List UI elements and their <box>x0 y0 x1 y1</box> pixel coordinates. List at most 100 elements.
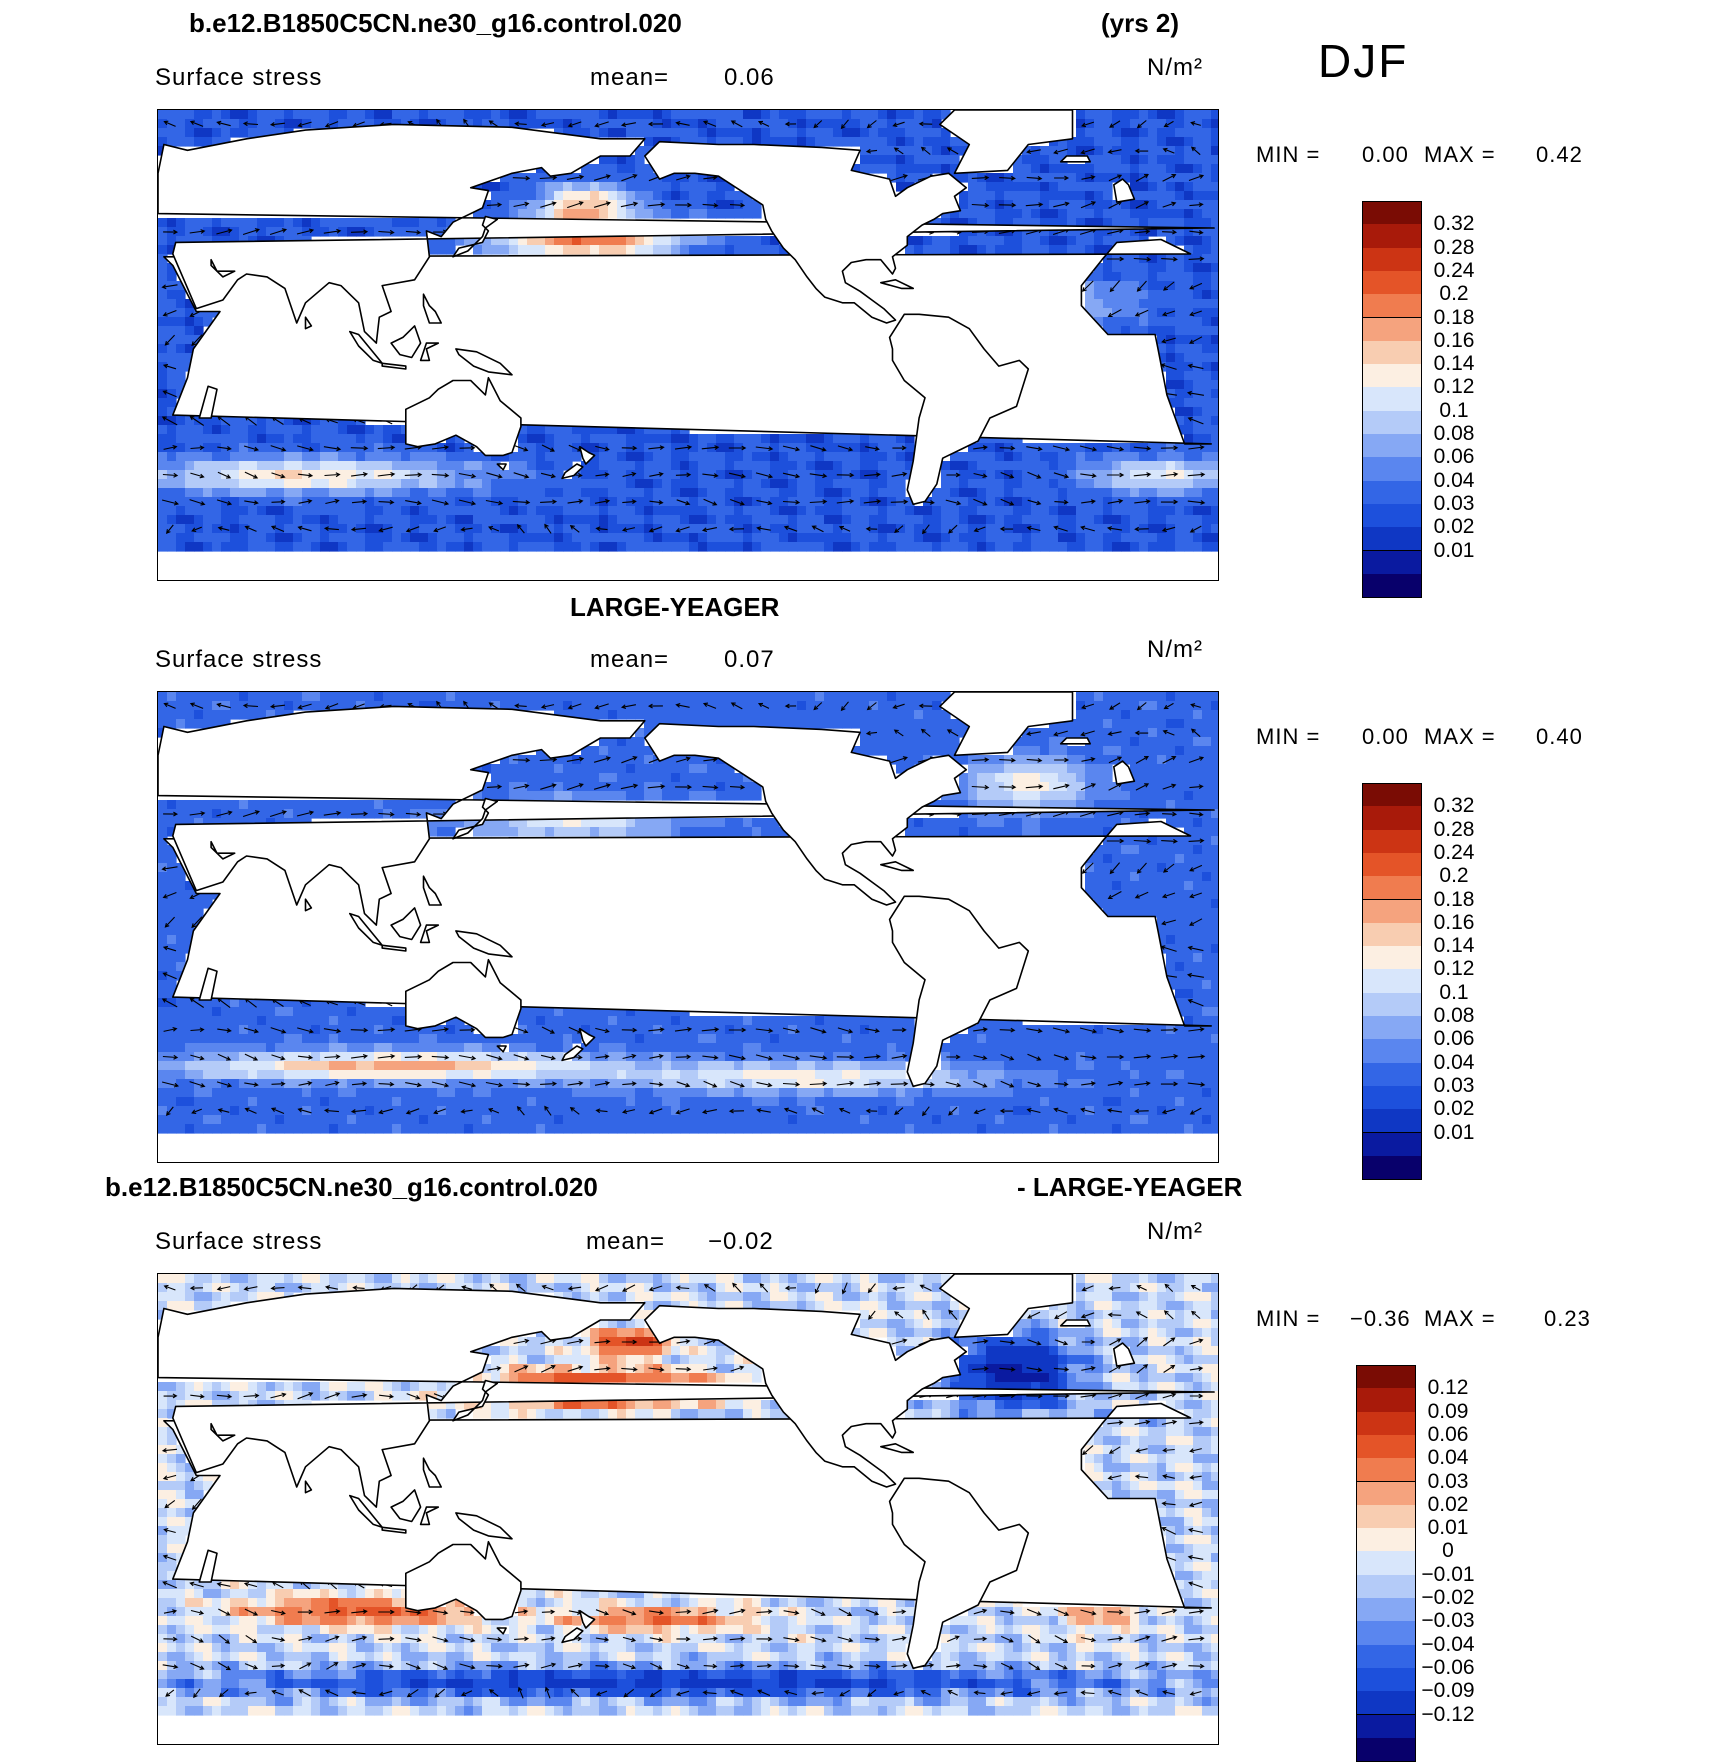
field-cell <box>1094 737 1104 747</box>
field-cell <box>995 452 1005 462</box>
field-cell <box>1157 872 1167 882</box>
colorbar-box <box>1362 201 1422 225</box>
field-cell <box>158 935 168 945</box>
field-cell <box>1202 935 1212 945</box>
field-cell <box>968 773 978 783</box>
field-cell <box>833 1034 843 1044</box>
field-cell <box>311 488 321 498</box>
field-cell <box>491 764 501 774</box>
field-cell <box>770 533 780 543</box>
field-cell <box>167 980 177 990</box>
field-cell <box>887 515 897 525</box>
field-cell <box>752 710 762 720</box>
field-cell <box>482 479 492 489</box>
field-cell <box>1211 755 1219 765</box>
field-cell <box>1193 263 1203 273</box>
colorbar-label: 0.28 <box>1424 236 1484 260</box>
field-cell <box>716 1016 726 1026</box>
field-cell <box>959 461 969 471</box>
panel2-max-value: 0.40 <box>1536 724 1583 750</box>
field-cell <box>194 542 204 552</box>
field-cell <box>392 479 402 489</box>
field-cell <box>635 533 645 543</box>
field-cell <box>239 1007 249 1017</box>
field-cell <box>608 533 618 543</box>
field-cell <box>284 1016 294 1026</box>
field-cell <box>806 1025 816 1035</box>
field-cell <box>923 128 933 138</box>
field-cell <box>185 218 195 228</box>
field-cell <box>986 1034 996 1044</box>
field-cell <box>635 737 645 747</box>
field-cell <box>365 1016 375 1026</box>
field-cell <box>860 479 870 489</box>
field-cell <box>644 764 654 774</box>
field-cell <box>689 542 699 552</box>
field-cell <box>419 479 429 489</box>
field-cell <box>167 917 177 927</box>
field-cell <box>599 827 609 837</box>
field-cell <box>212 470 222 480</box>
field-cell <box>869 533 879 543</box>
field-cell <box>905 533 915 543</box>
field-cell <box>923 506 933 516</box>
field-cell <box>1004 818 1014 828</box>
field-cell <box>221 542 231 552</box>
field-cell <box>1202 290 1212 300</box>
field-cell <box>743 533 753 543</box>
field-cell <box>1121 791 1131 801</box>
field-cell <box>275 110 285 120</box>
field-cell <box>860 1034 870 1044</box>
field-cell <box>788 1043 798 1053</box>
field-cell <box>257 515 267 525</box>
field-cell <box>581 791 591 801</box>
field-cell <box>833 515 843 525</box>
colorbar-label: 0.2 <box>1424 282 1484 306</box>
field-cell <box>572 479 582 489</box>
field-cell <box>1211 710 1219 720</box>
field-cell <box>518 452 528 462</box>
field-cell <box>1094 272 1104 282</box>
field-cell <box>1103 128 1113 138</box>
field-cell <box>365 533 375 543</box>
field-cell <box>581 479 591 489</box>
field-cell <box>1085 764 1095 774</box>
field-cell <box>860 542 870 552</box>
field-cell <box>1121 209 1131 219</box>
field-cell <box>698 827 708 837</box>
field-cell <box>176 344 186 354</box>
field-cell <box>203 128 213 138</box>
field-cell <box>536 200 546 210</box>
field-cell <box>1211 926 1219 936</box>
field-cell <box>689 119 699 129</box>
field-cell <box>221 1043 231 1053</box>
field-cell <box>230 800 240 810</box>
field-cell <box>1130 110 1140 120</box>
field-cell <box>1004 533 1014 543</box>
field-cell <box>437 218 447 228</box>
field-cell <box>599 764 609 774</box>
field-cell <box>1175 737 1185 747</box>
field-cell <box>995 470 1005 480</box>
field-cell <box>1148 146 1158 156</box>
field-cell <box>509 209 519 219</box>
field-cell <box>1211 1016 1219 1026</box>
field-cell <box>851 1025 861 1035</box>
field-cell <box>1148 542 1158 552</box>
field-cell <box>1085 791 1095 801</box>
field-cell <box>284 434 294 444</box>
field-cell <box>203 434 213 444</box>
field-cell <box>797 110 807 120</box>
field-cell <box>1211 146 1219 156</box>
field-cell <box>401 110 411 120</box>
field-cell <box>275 506 285 516</box>
field-cell <box>1067 524 1077 534</box>
field-cell <box>392 1043 402 1053</box>
field-cell <box>176 926 186 936</box>
field-cell <box>293 1025 303 1035</box>
field-cell <box>716 791 726 801</box>
field-cell <box>1103 317 1113 327</box>
field-cell <box>1139 182 1149 192</box>
field-cell <box>1076 515 1086 525</box>
field-cell <box>779 110 789 120</box>
